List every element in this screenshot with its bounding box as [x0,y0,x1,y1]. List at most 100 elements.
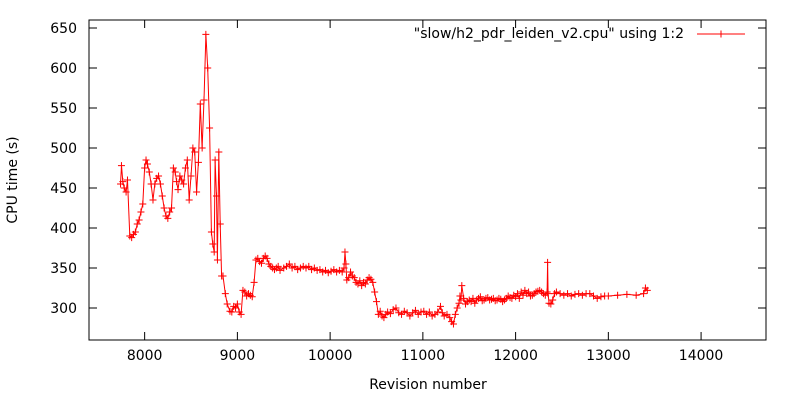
y-tick-label: 350 [50,261,77,277]
data-point [341,248,349,256]
data-point [137,208,145,216]
data-point [575,290,583,298]
data-point [166,208,174,216]
data-point [513,290,521,298]
data-point [471,299,479,307]
data-point [386,310,394,318]
data-point [198,144,206,152]
x-tick-label: 12000 [493,348,538,364]
data-point [178,176,186,184]
data-point [590,292,598,300]
data-point [571,290,579,298]
data-point [210,248,218,256]
data-point [155,172,163,180]
data-point [632,291,640,299]
data-point [369,278,377,286]
data-point [367,275,375,283]
data-point [120,184,128,192]
data-point [164,214,172,222]
data-point [338,268,346,276]
data-point [614,291,622,299]
data-point [228,308,236,316]
data-point [128,234,136,242]
series-line [120,34,648,326]
data-point [455,299,463,307]
data-point [263,254,271,262]
data-point [133,220,141,228]
data-point [552,288,560,296]
data-point [171,168,179,176]
series-layer [117,30,651,328]
data-point [604,292,612,300]
data-point [168,204,176,212]
y-axis: 300 350 400 450 500 550 600 650 [50,21,766,317]
data-point [139,200,147,208]
data-point [233,300,241,308]
data-point [372,298,380,306]
y-tick-label: 650 [50,21,77,37]
data-point [392,304,400,312]
data-point [560,291,568,299]
data-point [543,288,551,296]
data-point [643,286,651,294]
data-point [451,310,459,318]
data-point [476,293,484,301]
data-point [169,164,177,172]
data-point [376,307,384,315]
data-point [223,300,231,308]
data-point [196,100,204,108]
legend-label: "slow/h2_pdr_leiden_v2.cpu" using 1:2 [414,26,684,42]
data-point [158,192,166,200]
data-point [640,290,648,298]
data-point [340,264,348,272]
data-point [436,302,444,310]
data-point [434,308,442,316]
data-point [141,164,149,172]
data-point [556,290,564,298]
y-tick-label: 500 [50,141,77,157]
data-point [274,262,282,270]
data-point [143,160,151,168]
data-point [215,148,223,156]
data-point [342,260,350,268]
data-point [460,294,468,302]
data-point [200,96,208,104]
data-point [119,178,127,186]
data-point [356,277,364,285]
data-point [250,278,258,286]
data-point [361,280,369,288]
x-tick-label: 13000 [586,348,631,364]
data-point [142,156,150,164]
data-point [181,164,189,172]
plot-border [88,19,767,341]
data-point [176,172,184,180]
data-point [194,158,202,166]
data-point [544,290,552,298]
y-tick-label: 550 [50,101,77,117]
data-point [206,124,214,132]
data-point [525,288,533,296]
data-point [350,274,358,282]
data-point [191,148,199,156]
data-point [149,196,157,204]
data-point [446,314,454,322]
data-point [232,304,240,312]
x-tick-label: 10000 [308,348,353,364]
data-point [202,30,210,38]
data-point [123,176,131,184]
data-point [183,156,191,164]
data-point [597,293,605,301]
data-point [221,290,229,298]
data-point [173,178,181,186]
data-point [347,268,355,276]
x-tick-label: 9000 [220,348,256,364]
data-point [180,180,188,188]
data-point [493,296,501,304]
data-point [567,292,575,300]
data-point [241,288,249,296]
data-point [219,272,227,280]
data-point [458,282,466,290]
data-point [204,64,212,72]
data-point [248,293,256,301]
